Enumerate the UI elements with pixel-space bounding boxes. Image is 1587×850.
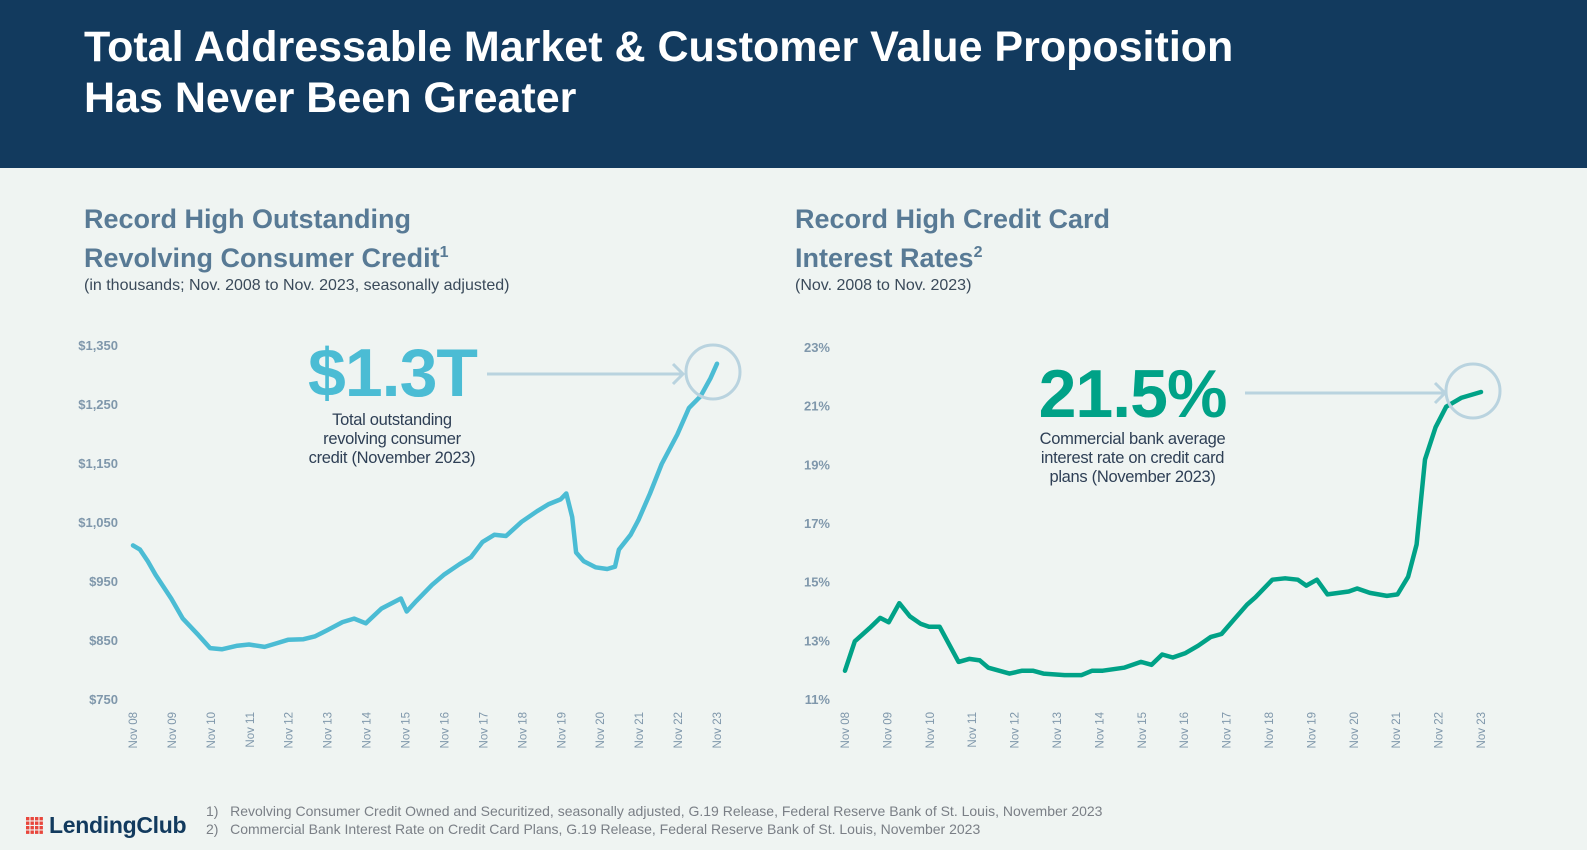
x-tick-label: Nov 18 [1264,712,1276,748]
logo-square [26,825,30,829]
y-tick-label: 15% [804,575,830,590]
x-tick-label: Nov 21 [1391,712,1403,748]
logo-square [35,825,39,829]
x-tick-label: Nov 19 [1306,712,1318,748]
x-tick-label: Nov 08 [840,712,852,748]
logo-square [26,830,30,834]
x-tick-label: Nov 14 [362,711,374,748]
x-tick-label: Nov 20 [595,712,607,748]
x-tick-label: Nov 18 [517,712,529,748]
credit-callout-text: Total outstanding revolving consumer cre… [282,411,502,468]
x-tick-label: Nov 12 [284,712,296,748]
y-tick-label: 21% [804,399,830,414]
callout-line: interest rate on credit card [1040,449,1225,467]
series-line [130,361,720,652]
footnotes: 1) Revolving Consumer Credit Owned and S… [206,802,1102,838]
logo-square [35,830,39,834]
title-line-2: Has Never Been Greater [84,74,577,122]
title-line-1: Total Addressable Market & Customer Valu… [84,23,1234,71]
logo-square [35,821,39,825]
y-tick-label: 17% [804,516,830,531]
credit-line-chart: $1,350 $1,250 $1,150 $1,050 $950 $850 $750 Nov … [78,338,742,748]
x-tick-label: Nov 22 [673,712,685,748]
logo-square [26,821,30,825]
x-tick-label: Nov 09 [167,712,179,748]
arrow-head-icon [671,362,686,386]
title-line: Record High Credit Card [795,204,1111,234]
callout-line: Total outstanding [332,411,452,429]
y-tick-label: 13% [804,633,830,648]
callout-line: Commercial bank average [1039,430,1226,448]
x-tick-label: Nov 20 [1349,712,1361,748]
y-tick-label: $1,250 [78,397,118,412]
logo-square [39,825,43,829]
x-tick-label: Nov 10 [206,712,218,748]
footnote-2: 2) Commercial Bank Interest Rate on Cred… [206,821,981,837]
x-tick-label: Nov 11 [967,712,979,748]
x-tick-label: Nov 09 [882,712,894,748]
title-line: Record High Outstanding [84,204,411,234]
title-line: Revolving Consumer Credit [84,243,440,273]
x-tick-label: Nov 23 [1476,712,1488,748]
y-tick-label: $750 [89,692,118,707]
y-tick-label: $1,350 [78,338,118,353]
x-tick-label: Nov 21 [634,712,646,748]
x-tick-label: Nov 12 [1010,712,1022,748]
logo-square [30,821,34,825]
x-tick-label: Nov 17 [1222,712,1234,748]
y-tick-label: $1,150 [78,456,118,471]
callout-circle [684,343,742,401]
callout-line: credit (November 2023) [308,449,476,467]
logo-square [35,816,39,820]
logo-square [30,825,34,829]
footnote-ref: 2 [973,244,983,261]
x-tick-label: Nov 16 [439,712,451,748]
x-tick-label: Nov 11 [245,712,257,748]
callout-line: revolving consumer [323,430,461,448]
y-tick-label: 23% [804,340,830,355]
rate-chart-subtitle: (Nov. 2008 to Nov. 2023) [795,277,972,294]
logo-square [39,816,43,820]
x-tick-label: Nov 23 [712,712,724,748]
y-tick-label: $850 [89,633,118,648]
header-band: Total Addressable Market & Customer Valu… [0,0,1587,168]
lendingclub-logo: LendingClub [26,812,187,839]
logo-square [39,821,43,825]
rate-line-chart: 23% 21% 19% 17% 15% 13% 11% Nov 08 Nov 09 Nov 10 N… [804,340,1502,748]
logo-square [30,816,34,820]
page-title: Total Addressable Market & Customer Valu… [84,22,1233,124]
x-tick-label: Nov 16 [1179,712,1191,748]
logo-text: LendingClub [49,812,187,838]
logo-square [39,830,43,834]
rate-callout-text: Commercial bank average interest rate on… [1010,430,1255,487]
logo-grid-icon [26,816,43,834]
callout-circle [1444,362,1502,420]
x-tick-label: Nov 19 [556,712,568,748]
y-tick-label: $1,050 [78,515,118,530]
credit-chart-subtitle: (in thousands; Nov. 2008 to Nov. 2023, s… [84,277,510,294]
x-tick-label: Nov 10 [925,712,937,748]
y-tick-label: 11% [805,692,831,707]
x-tick-label: Nov 15 [401,712,413,748]
rate-callout-value: 21.5% [1038,356,1228,432]
footnote-1: 1) Revolving Consumer Credit Owned and S… [206,803,1103,819]
logo-square [30,830,34,834]
x-tick-label: Nov 17 [478,712,490,748]
logo-square [26,816,30,820]
credit-callout-value: $1.3T [308,335,478,411]
y-tick-label: 19% [804,457,830,472]
footnote-ref: 1 [439,244,449,261]
callout-line: plans (November 2023) [1049,468,1216,486]
series-line [842,389,1484,678]
x-tick-label: Nov 13 [323,712,335,748]
rate-chart-title: Record High Credit Card Interest Rates2 [795,202,1110,275]
x-tick-label: Nov 22 [1434,712,1446,748]
x-tick-label: Nov 15 [1137,712,1149,748]
x-tick-label: Nov 14 [1094,711,1106,748]
credit-chart-title: Record High Outstanding Revolving Consum… [84,202,448,275]
title-line: Interest Rates [795,243,974,273]
x-tick-label: Nov 08 [128,712,140,748]
x-tick-label: Nov 13 [1052,712,1064,748]
y-tick-label: $950 [89,574,118,589]
